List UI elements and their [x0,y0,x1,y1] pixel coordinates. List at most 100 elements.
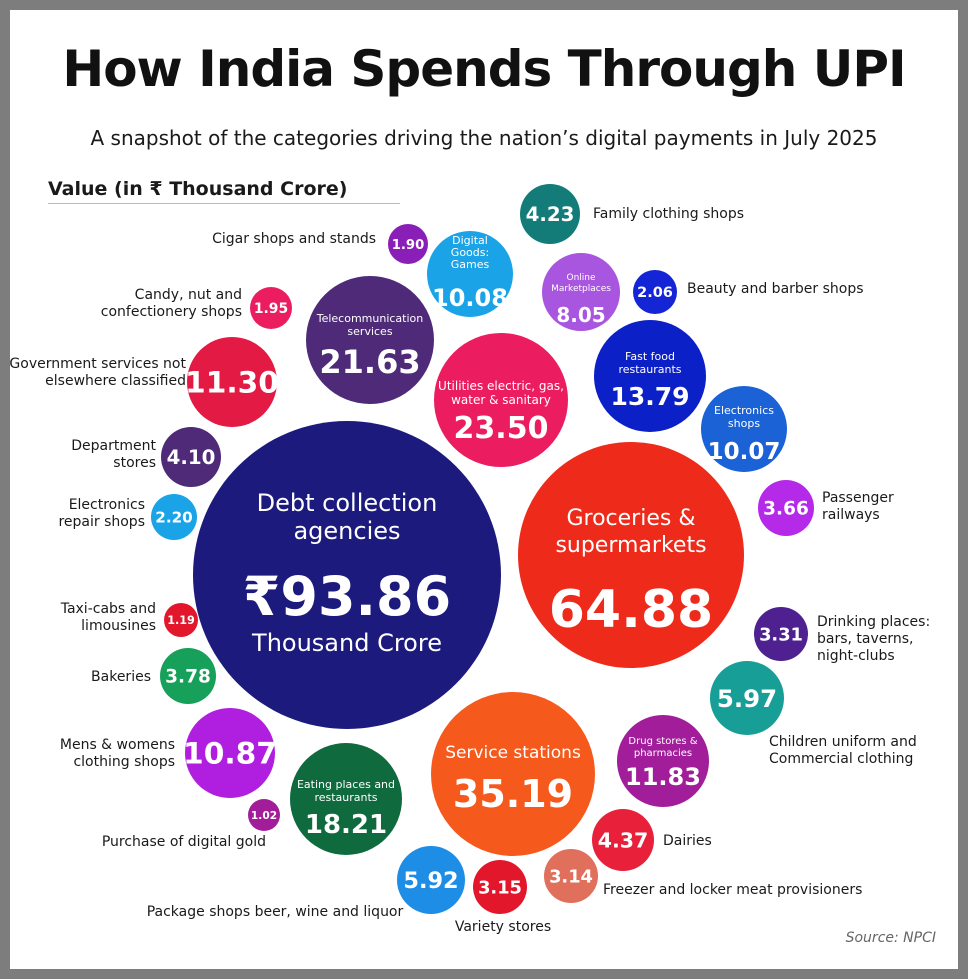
bubble-digital [427,231,513,317]
bubble-value-children: 5.97 [717,684,777,713]
bubble-label-gold: Purchase of digital gold [102,834,266,850]
bubble-label-family: Family clothing shops [593,206,744,222]
bubble-erepair [151,494,197,540]
bubble-label-govt: elsewhere classified [45,373,186,389]
bubble-value-candy: 1.95 [254,301,288,317]
bubble-label-dairies: Dairies [663,833,712,849]
bubble-label-beauty: Beauty and barber shops [687,281,864,297]
bubble-name-debt: agencies [293,517,400,545]
bubble-groceries [518,442,744,668]
bubble-label-passenger: railways [822,507,880,523]
bubble-value-debt: ₹93.86 [243,565,451,628]
bubble-utilities [434,333,568,467]
bubble-label-drinking: night-clubs [817,648,895,664]
bubble-label-taxi: limousines [81,618,156,634]
bubble-value-erepair: 2.20 [155,508,192,526]
bubble-value-drugs: 11.83 [625,763,701,791]
bubble-freezer [544,849,598,903]
bubble-value-mens: 10.87 [183,737,277,772]
bubble-name-digital: Digital [452,234,488,247]
bubble-eating [290,743,402,855]
bubble-name-debt: Debt collection [257,489,438,517]
bubble-candy [250,287,292,329]
bubble-label-govt: Government services not [10,356,186,372]
bubble-taxi [164,603,198,637]
bubble-children [710,661,784,735]
bubble-family [520,184,580,244]
bubble-bakeries [160,648,216,704]
bubble-value-digital: 10.08 [432,284,508,312]
chart-subtitle: A snapshot of the categories driving the… [90,126,878,150]
bubble-label-cigar: Cigar shops and stands [212,231,376,247]
value-unit-label: Value (in ₹ Thousand Crore) [48,178,348,200]
bubble-label-children: Commercial clothing [769,751,913,767]
bubble-value-package: 5.92 [403,868,458,894]
bubble-label-mens: clothing shops [73,754,175,770]
bubble-label-children: Children uniform and [769,734,917,750]
value-label-rule [48,203,400,204]
bubble-value-taxi: 1.19 [167,614,195,627]
bubble-value-telecom: 21.63 [319,343,420,381]
bubble-name-fastfood: Fast food [625,350,675,363]
bubble-name-drugs: Drug stores & [628,736,697,747]
bubble-value-utilities: 23.50 [454,411,549,446]
bubble-value-online: 8.05 [556,303,605,327]
bubble-name-service: Service stations [445,743,581,763]
bubble-service [431,692,595,856]
bubble-value-department: 4.10 [167,446,216,469]
bubble-label-department: Department [71,438,156,454]
bubble-label-drinking: Drinking places: [817,614,930,630]
bubble-telecom [306,276,434,404]
bubble-value-bakeries: 3.78 [165,667,211,688]
bubble-value-drinking: 3.31 [759,624,803,645]
bubble-value-govt: 11.30 [185,366,279,401]
bubble-value-dairies: 4.37 [598,828,649,852]
bubble-label-department: stores [113,455,156,471]
bubble-label-freezer: Freezer and locker meat provisioners [603,882,862,898]
bubble-fastfood [594,320,706,432]
bubble-variety [473,860,527,914]
bubble-drinking [754,607,808,661]
bubble-electronics [701,386,787,472]
bubble-name-eating: restaurants [314,791,377,804]
bubble-value-passenger: 3.66 [763,499,809,520]
bubble-value-fastfood: 13.79 [610,382,689,411]
bubble-label-erepair: Electronics [69,497,145,513]
bubble-label-bakeries: Bakeries [91,669,151,685]
bubble-name-digital: Goods: [451,246,489,259]
bubble-name-digital: Games [451,258,490,271]
bubble-gold [248,799,280,831]
bubble-passenger [758,480,814,536]
bubble-name-fastfood: restaurants [618,363,681,376]
bubble-online [542,253,620,331]
bubble-govt [187,337,277,427]
bubble-debt [193,421,501,729]
bubble-label-candy: Candy, nut and [135,287,242,303]
bubble-value-gold: 1.02 [251,810,277,822]
bubble-value-electronics: 10.07 [708,439,781,465]
bubble-name-electronics: shops [728,417,760,430]
bubble-value-cigar: 1.90 [392,238,425,253]
bubble-name-online: Marketplaces [551,284,611,294]
bubble-label-drinking: bars, taverns, [817,631,914,647]
bubble-name-telecom: services [347,325,392,338]
bubble-label-mens: Mens & womens [60,737,175,753]
bubble-name-utilities: water & sanitary [451,393,551,407]
bubble-label-taxi: Taxi-cabs and [60,601,156,617]
bubble-name-groceries: Groceries & [566,506,695,531]
bubble-label-variety: Variety stores [455,919,551,935]
bubble-name-drugs: pharmacies [634,748,692,759]
bubble-cigar [388,224,428,264]
bubble-drugs [617,715,709,807]
bubble-name-eating: Eating places and [297,778,395,791]
bubble-label-package: Package shops beer, wine and liquor [147,904,404,920]
bubble-beauty [633,270,677,314]
bubble-label-candy: confectionery shops [101,304,242,320]
source-note: Source: NPCI [845,930,936,946]
bubble-mens [185,708,275,798]
bubble-name-groceries: supermarkets [555,533,706,558]
bubble-value-eating: 18.21 [305,810,387,840]
bubble-department [161,427,221,487]
bubble-label-passenger: Passenger [822,490,894,506]
